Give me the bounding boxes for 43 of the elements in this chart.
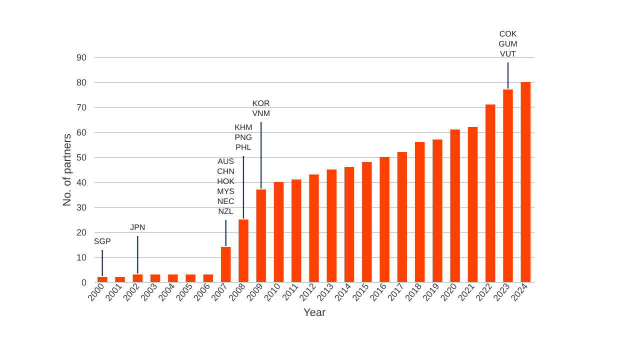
bar — [380, 157, 390, 282]
bar — [397, 152, 408, 282]
x-axis-title: Year — [303, 307, 326, 320]
bar — [468, 127, 478, 282]
bar — [520, 82, 530, 282]
annotation: JPN — [130, 223, 146, 232]
bar — [98, 277, 108, 282]
bar — [256, 190, 266, 282]
y-tick-label: 30 — [76, 202, 86, 212]
bar — [292, 180, 302, 282]
bar — [362, 162, 372, 282]
bar — [486, 104, 496, 282]
y-tick-label: 20 — [76, 228, 86, 238]
y-tick-label: 0 — [81, 278, 86, 288]
bar — [168, 274, 178, 282]
bar — [115, 277, 125, 282]
y-tick-label: 50 — [76, 152, 86, 162]
y-tick-label: 80 — [76, 78, 86, 88]
y-axis-title: No. of partners — [61, 133, 74, 206]
bar — [414, 142, 425, 282]
bar — [203, 274, 214, 282]
bar — [274, 182, 284, 282]
annotation: KHM PNG PHL — [234, 123, 253, 152]
bar — [432, 140, 442, 282]
bar — [344, 167, 354, 282]
bar — [450, 130, 460, 282]
y-tick-label: 10 — [76, 252, 86, 262]
bar — [132, 274, 142, 282]
bar — [186, 274, 196, 282]
y-tick-label: 40 — [76, 178, 86, 188]
bar — [150, 274, 160, 282]
y-tick-label: 60 — [76, 128, 86, 138]
annotation: AUS CHN HOK MYS NEC NZL — [217, 157, 236, 216]
annotation: COK GUM VUT — [498, 30, 518, 58]
bar — [220, 247, 231, 282]
bar — [326, 170, 336, 282]
bar — [309, 174, 319, 282]
bar — [503, 90, 513, 282]
y-tick-label: 90 — [76, 52, 86, 62]
annotation: SGP — [94, 237, 111, 246]
bar — [238, 220, 248, 282]
y-tick-label: 70 — [76, 102, 86, 112]
annotation: KOR VNM — [252, 99, 270, 118]
